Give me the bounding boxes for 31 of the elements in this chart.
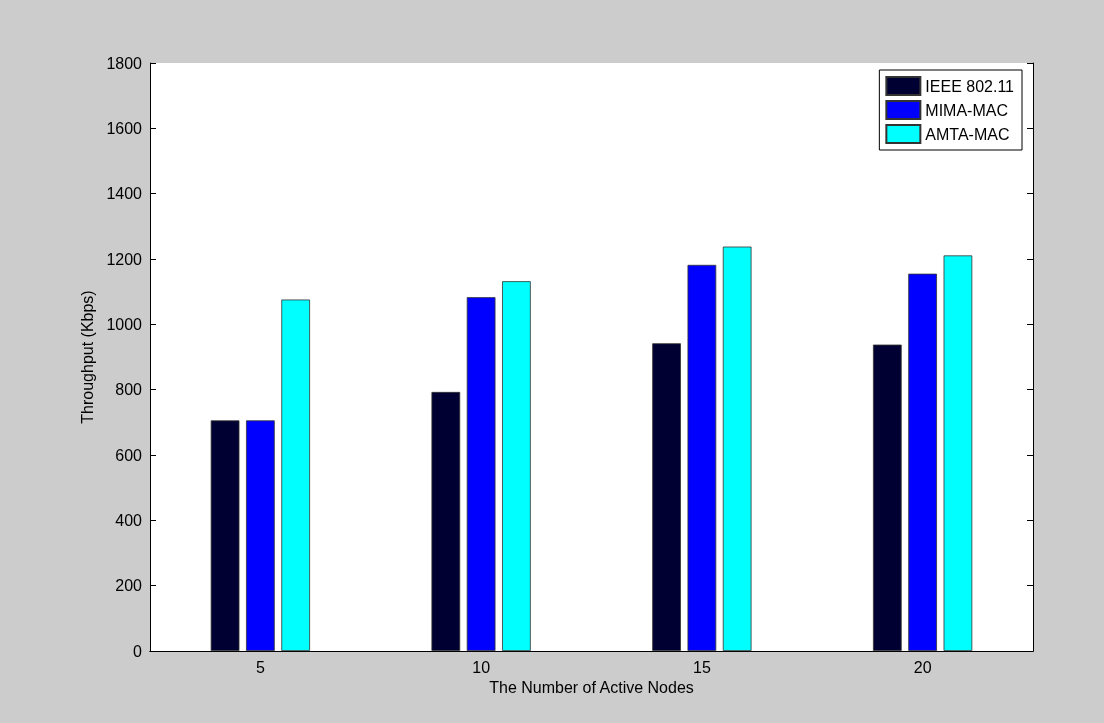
y-tick-label: 1800	[106, 54, 143, 72]
x-tick-label: 10	[472, 658, 491, 676]
bar	[502, 281, 531, 651]
y-axis-title: Throughput (Kbps)	[78, 290, 96, 424]
bar	[872, 344, 902, 651]
y-tick-label: 200	[115, 577, 143, 595]
bar	[431, 391, 461, 651]
bar	[466, 297, 496, 651]
x-tick-label: 15	[692, 658, 711, 676]
bar	[687, 264, 717, 651]
x-tick-label: 5	[255, 658, 265, 676]
legend-label: AMTA-MAC	[925, 125, 1010, 143]
x-tick-label: 20	[913, 658, 932, 676]
bar	[246, 420, 275, 651]
bar	[210, 420, 240, 651]
x-axis-title: The Number of Active Nodes	[489, 679, 694, 697]
y-tick-label: 0	[133, 642, 143, 660]
y-tick-label: 1000	[106, 315, 143, 333]
y-tick-label: 1600	[106, 119, 143, 137]
legend-label: IEEE 802.11	[925, 77, 1015, 95]
legend-label: MIMA-MAC	[925, 101, 1008, 119]
bar	[943, 255, 973, 651]
y-tick-label: 600	[115, 446, 143, 464]
y-tick-label: 400	[115, 511, 143, 529]
y-tick-label: 1200	[106, 250, 143, 268]
y-tick-label: 1400	[106, 185, 143, 203]
bar	[908, 273, 937, 651]
y-tick-label: 800	[115, 381, 143, 399]
bar	[722, 246, 752, 651]
bar	[652, 343, 681, 651]
bar	[281, 299, 311, 651]
